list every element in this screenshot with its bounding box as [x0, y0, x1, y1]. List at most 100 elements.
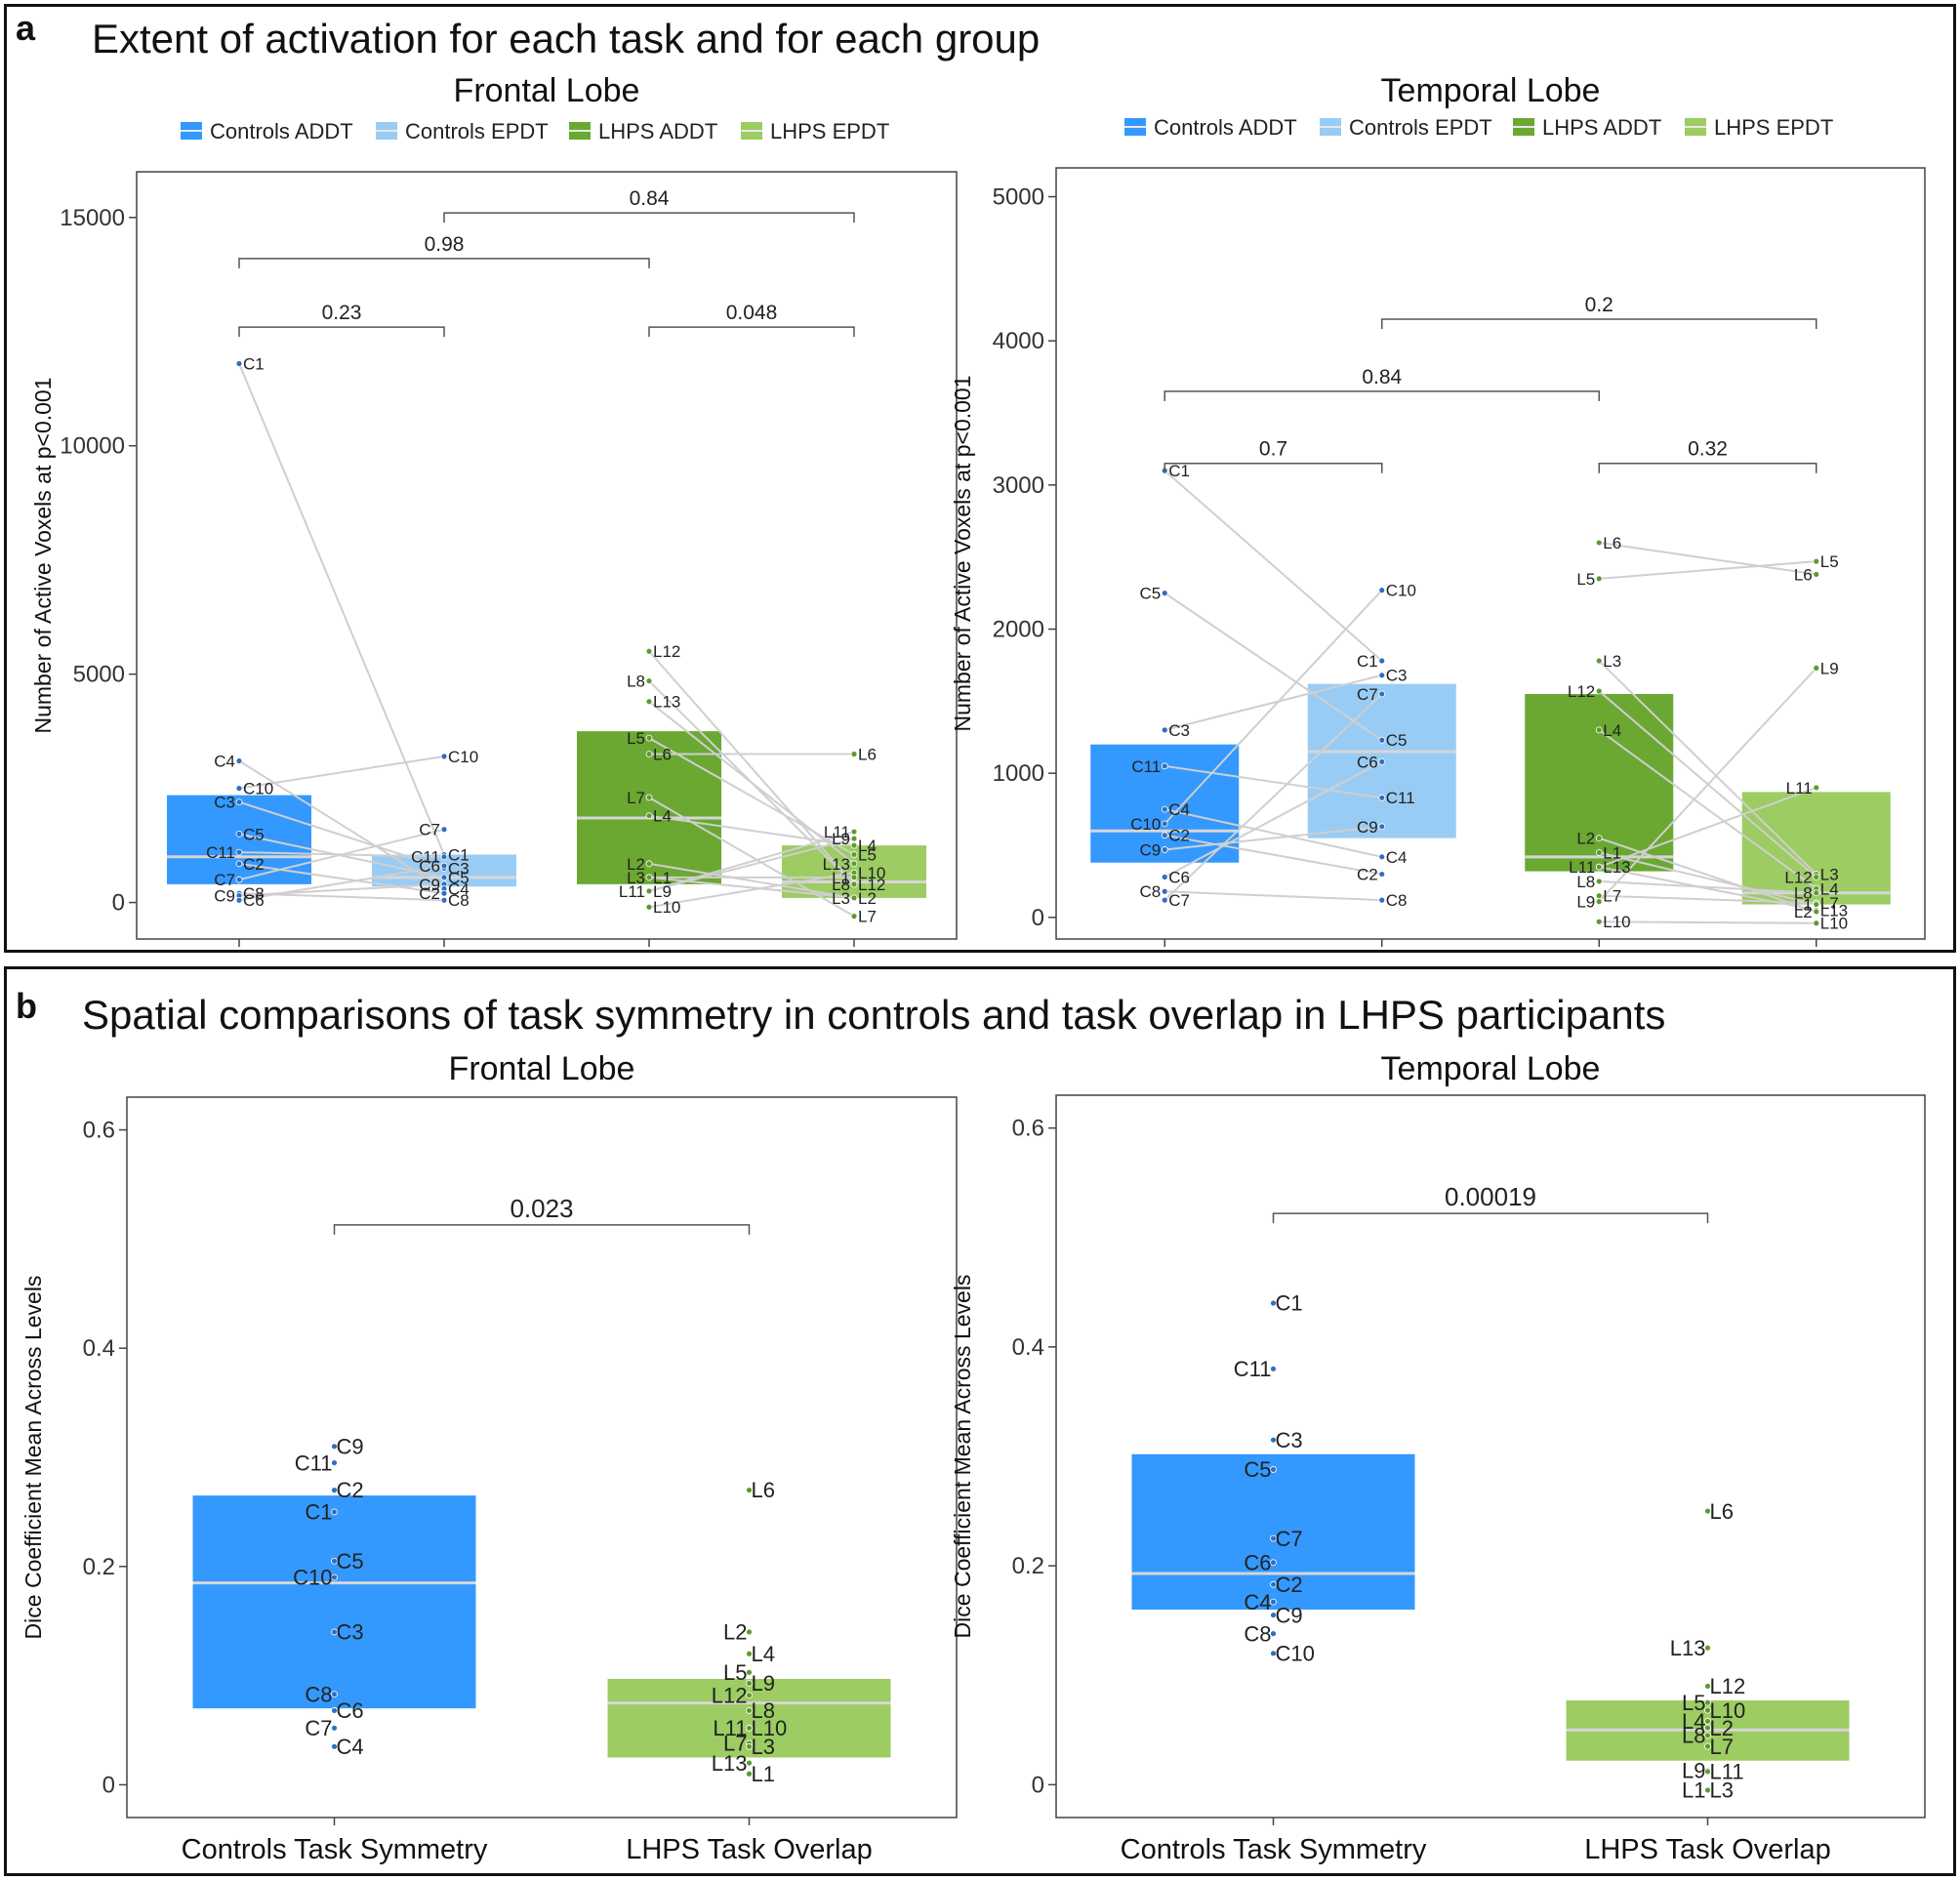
data-point — [1161, 590, 1168, 597]
data-point — [645, 734, 653, 742]
data-point — [1378, 871, 1386, 878]
point-label: L8 — [627, 673, 645, 691]
pair-line — [648, 872, 855, 909]
data-point — [645, 751, 653, 757]
legend-entry: LHPS EPDT — [770, 119, 889, 143]
data-point — [1704, 1644, 1711, 1652]
point-label: C7 — [419, 821, 440, 839]
point-label: L3 — [832, 889, 850, 908]
p-value-label: 0.023 — [510, 1194, 573, 1223]
data-point — [440, 889, 448, 897]
point-label: L8 — [832, 876, 850, 894]
data-point — [1813, 664, 1820, 672]
p-value-label: 0.048 — [726, 302, 778, 324]
point-label: C2 — [1276, 1573, 1303, 1597]
data-point — [440, 826, 448, 834]
point-label: L13 — [1820, 901, 1848, 920]
point-label: L7 — [1820, 894, 1839, 913]
point-label: L9 — [1682, 1758, 1705, 1782]
pair-line — [648, 700, 855, 865]
point-label: L6 — [858, 745, 877, 763]
data-point — [1595, 892, 1603, 900]
data-point — [645, 887, 653, 895]
point-label: C7 — [214, 871, 235, 889]
point-label: L9 — [1820, 659, 1839, 677]
data-point — [235, 798, 243, 806]
point-label: L12 — [858, 876, 885, 894]
panel-a-title: Extent of activation for each task and f… — [92, 16, 1041, 61]
significance-bracket — [238, 326, 445, 338]
data-point — [1378, 757, 1386, 765]
pair-line — [1599, 879, 1817, 894]
point-label: C6 — [1357, 753, 1378, 771]
data-point — [746, 1628, 753, 1636]
p-value-label: 0.84 — [1362, 366, 1402, 388]
point-label: C9 — [214, 887, 235, 906]
x-category-label: LHPS Task Overlap — [1584, 1834, 1831, 1865]
y-tick-label: 3000 — [993, 472, 1044, 499]
pair-line — [1164, 589, 1383, 825]
point-label: L12 — [1784, 868, 1812, 886]
point-label: C2 — [1357, 866, 1378, 884]
data-point — [746, 1650, 753, 1657]
data-point — [746, 1668, 753, 1676]
data-point — [1595, 918, 1603, 925]
data-point — [1378, 672, 1386, 679]
y-axis-label: Dice Coefficient Mean Across Levels — [20, 1276, 46, 1640]
pair-line — [1598, 787, 1817, 869]
y-tick-label: 5000 — [993, 184, 1044, 211]
legend-entry: LHPS ADDT — [598, 119, 717, 143]
data-point — [1704, 1507, 1711, 1515]
pair-line — [1598, 660, 1817, 876]
pair-line — [1164, 825, 1382, 851]
y-tick-label: 0 — [1032, 905, 1044, 931]
pair-line — [648, 650, 855, 885]
point-label: C6 — [337, 1698, 364, 1723]
pair-line — [648, 814, 855, 847]
chart-title: Temporal Lobe — [1381, 72, 1601, 109]
point-label: C5 — [448, 869, 470, 887]
data-point — [645, 647, 653, 655]
data-point — [1595, 863, 1603, 871]
data-point — [1270, 1534, 1277, 1542]
data-point — [645, 794, 653, 801]
x-category-label: Controls Task Symmetry — [182, 1834, 488, 1865]
legend-entry: Controls EPDT — [1349, 115, 1492, 140]
point-label: L1 — [1682, 1778, 1705, 1803]
point-label: C4 — [1244, 1590, 1271, 1614]
point-label: L3 — [627, 869, 645, 887]
data-point — [746, 1724, 753, 1732]
data-point — [1270, 1650, 1277, 1657]
point-label: L10 — [858, 864, 885, 882]
y-axis-label: Number of Active Voxels at p<0.001 — [950, 375, 975, 731]
point-label: L5 — [1576, 570, 1595, 589]
point-label: L11 — [619, 882, 645, 901]
point-label: C6 — [419, 857, 440, 876]
data-point — [1161, 896, 1168, 904]
point-label: C10 — [1386, 582, 1416, 600]
data-point — [645, 677, 653, 685]
point-label: L13 — [1603, 858, 1630, 877]
point-label: C11 — [411, 848, 440, 867]
pair-line — [648, 737, 855, 856]
data-point — [1595, 539, 1603, 547]
point-label: C7 — [1168, 891, 1190, 910]
pair-line — [238, 833, 445, 879]
data-point — [235, 848, 243, 856]
box-0 — [167, 795, 311, 884]
data-point — [1270, 1598, 1277, 1606]
data-point — [1704, 1768, 1711, 1776]
point-label: L5 — [858, 845, 877, 864]
point-label: L12 — [1568, 682, 1595, 701]
y-tick-label: 1000 — [993, 760, 1044, 787]
point-label: C4 — [214, 752, 235, 770]
data-point — [746, 1680, 753, 1687]
significance-bracket — [443, 212, 855, 224]
data-point — [1270, 1365, 1277, 1372]
point-label: L4 — [1820, 879, 1839, 898]
box-0 — [192, 1495, 476, 1709]
data-point — [1270, 1559, 1277, 1567]
data-point — [1378, 823, 1386, 831]
point-label: L13 — [1670, 1636, 1706, 1660]
